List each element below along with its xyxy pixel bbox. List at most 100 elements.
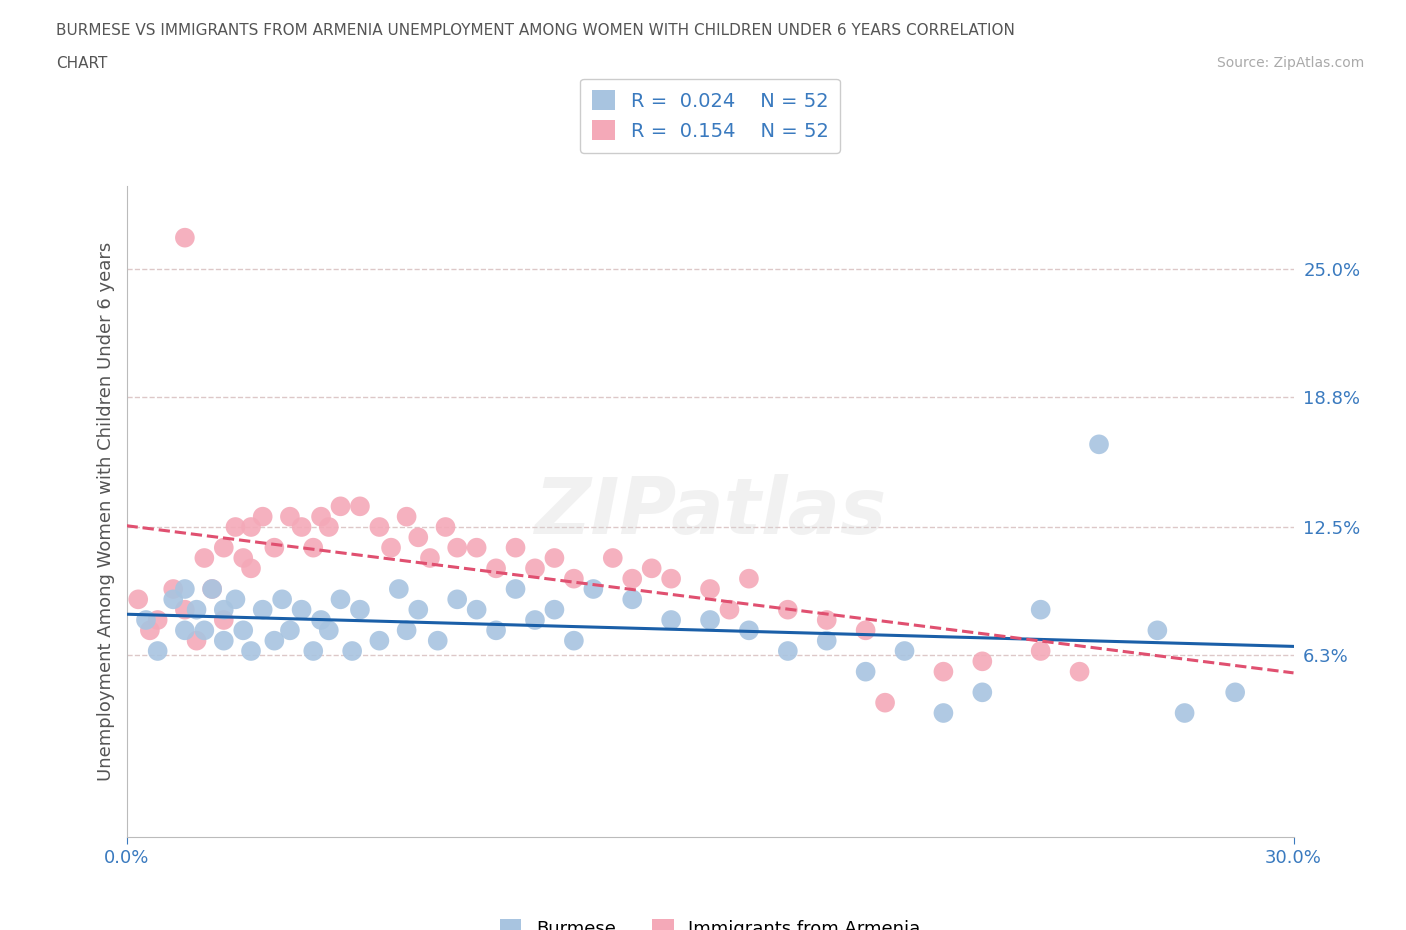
Point xyxy=(290,520,312,535)
Point xyxy=(718,603,741,618)
Point xyxy=(212,633,235,648)
Point xyxy=(162,581,184,596)
Point xyxy=(302,540,325,555)
Point xyxy=(465,603,488,618)
Point xyxy=(446,591,468,606)
Point xyxy=(1088,437,1111,452)
Point xyxy=(505,581,527,596)
Point xyxy=(446,540,468,555)
Point xyxy=(932,706,955,721)
Point xyxy=(349,603,371,618)
Point xyxy=(738,623,761,638)
Point xyxy=(1174,706,1197,721)
Point xyxy=(543,603,565,618)
Point xyxy=(972,684,994,699)
Point xyxy=(174,231,197,246)
Point xyxy=(240,561,263,576)
Point xyxy=(582,581,605,596)
Point xyxy=(318,520,340,535)
Point xyxy=(174,603,197,618)
Point xyxy=(318,623,340,638)
Point xyxy=(855,623,877,638)
Point xyxy=(368,520,391,535)
Point xyxy=(135,613,157,628)
Point xyxy=(302,644,325,658)
Point xyxy=(699,581,721,596)
Point xyxy=(408,603,430,618)
Point xyxy=(465,540,488,555)
Point xyxy=(240,520,263,535)
Point xyxy=(186,603,208,618)
Point xyxy=(485,561,508,576)
Point xyxy=(738,571,761,586)
Point xyxy=(893,644,915,658)
Point xyxy=(388,581,411,596)
Y-axis label: Unemployment Among Women with Children Under 6 years: Unemployment Among Women with Children U… xyxy=(97,242,115,781)
Point xyxy=(139,623,162,638)
Point xyxy=(659,571,682,586)
Point xyxy=(419,551,441,565)
Point xyxy=(932,664,955,679)
Point xyxy=(174,623,197,638)
Point xyxy=(263,633,285,648)
Point xyxy=(426,633,449,648)
Point xyxy=(193,623,215,638)
Point xyxy=(1146,623,1168,638)
Text: BURMESE VS IMMIGRANTS FROM ARMENIA UNEMPLOYMENT AMONG WOMEN WITH CHILDREN UNDER : BURMESE VS IMMIGRANTS FROM ARMENIA UNEMP… xyxy=(56,23,1015,38)
Point xyxy=(1029,644,1052,658)
Point xyxy=(434,520,457,535)
Point xyxy=(212,613,235,628)
Point xyxy=(505,540,527,555)
Point xyxy=(641,561,664,576)
Point xyxy=(815,633,838,648)
Point xyxy=(776,603,799,618)
Text: Source: ZipAtlas.com: Source: ZipAtlas.com xyxy=(1216,56,1364,70)
Point xyxy=(162,591,184,606)
Point xyxy=(201,581,224,596)
Point xyxy=(232,551,254,565)
Point xyxy=(252,510,274,525)
Text: ZIPatlas: ZIPatlas xyxy=(534,473,886,550)
Point xyxy=(1223,684,1246,699)
Point xyxy=(1029,603,1052,618)
Point xyxy=(562,633,585,648)
Point xyxy=(232,623,254,638)
Point xyxy=(699,613,721,628)
Point xyxy=(127,591,149,606)
Text: CHART: CHART xyxy=(56,56,108,71)
Point xyxy=(201,581,224,596)
Point xyxy=(263,540,285,555)
Point xyxy=(193,551,215,565)
Point xyxy=(174,581,197,596)
Point xyxy=(340,644,363,658)
Point xyxy=(212,540,235,555)
Point xyxy=(543,551,565,565)
Point xyxy=(252,603,274,618)
Point xyxy=(349,498,371,513)
Point xyxy=(621,571,644,586)
Point xyxy=(146,644,169,658)
Point xyxy=(408,530,430,545)
Point xyxy=(224,591,246,606)
Legend: R =  0.024    N = 52, R =  0.154    N = 52: R = 0.024 N = 52, R = 0.154 N = 52 xyxy=(581,78,839,153)
Point xyxy=(815,613,838,628)
Point xyxy=(380,540,402,555)
Point xyxy=(523,561,546,576)
Point xyxy=(309,510,332,525)
Point xyxy=(278,623,301,638)
Point xyxy=(224,520,246,535)
Point xyxy=(659,613,682,628)
Point xyxy=(395,510,418,525)
Point xyxy=(562,571,585,586)
Point xyxy=(329,591,352,606)
Point xyxy=(972,654,994,669)
Point xyxy=(621,591,644,606)
Point xyxy=(523,613,546,628)
Point xyxy=(875,696,897,711)
Point xyxy=(329,498,352,513)
Point xyxy=(395,623,418,638)
Point xyxy=(290,603,312,618)
Point xyxy=(186,633,208,648)
Point xyxy=(309,613,332,628)
Point xyxy=(278,510,301,525)
